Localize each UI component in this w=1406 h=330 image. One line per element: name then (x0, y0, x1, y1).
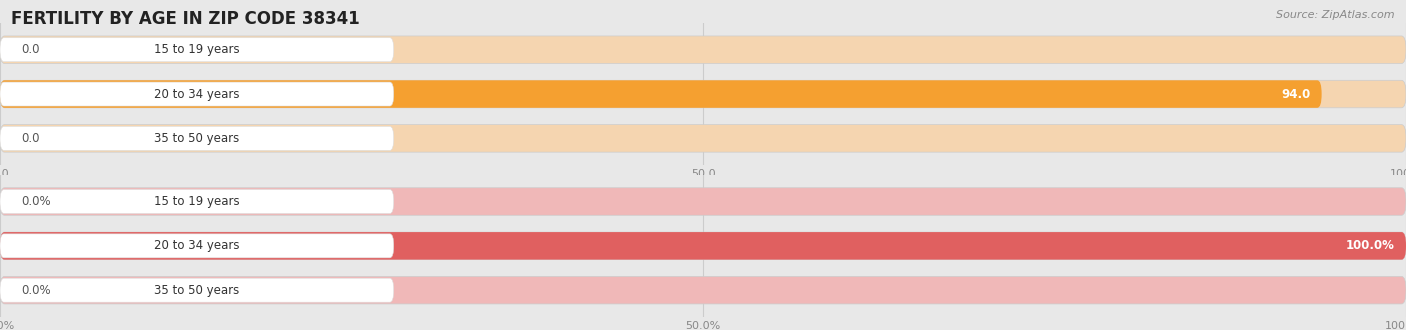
Text: 35 to 50 years: 35 to 50 years (155, 284, 239, 297)
Text: 94.0: 94.0 (1281, 87, 1310, 101)
FancyBboxPatch shape (0, 234, 394, 258)
FancyBboxPatch shape (0, 36, 1406, 63)
Text: 15 to 19 years: 15 to 19 years (155, 195, 239, 208)
FancyBboxPatch shape (0, 278, 394, 302)
Text: 100.0%: 100.0% (1346, 239, 1395, 252)
FancyBboxPatch shape (0, 80, 1406, 108)
Text: 0.0: 0.0 (21, 43, 39, 56)
FancyBboxPatch shape (0, 80, 1322, 108)
FancyBboxPatch shape (0, 277, 1406, 304)
Text: 0.0: 0.0 (21, 132, 39, 145)
FancyBboxPatch shape (0, 188, 1406, 215)
FancyBboxPatch shape (0, 232, 1406, 260)
FancyBboxPatch shape (0, 126, 394, 150)
Text: 20 to 34 years: 20 to 34 years (155, 87, 239, 101)
FancyBboxPatch shape (0, 232, 1406, 260)
Text: 20 to 34 years: 20 to 34 years (155, 239, 239, 252)
Text: 0.0%: 0.0% (21, 195, 51, 208)
FancyBboxPatch shape (0, 125, 1406, 152)
Text: Source: ZipAtlas.com: Source: ZipAtlas.com (1277, 10, 1395, 20)
FancyBboxPatch shape (0, 38, 394, 62)
FancyBboxPatch shape (0, 189, 394, 214)
Text: 15 to 19 years: 15 to 19 years (155, 43, 239, 56)
Text: 35 to 50 years: 35 to 50 years (155, 132, 239, 145)
Text: FERTILITY BY AGE IN ZIP CODE 38341: FERTILITY BY AGE IN ZIP CODE 38341 (11, 10, 360, 28)
FancyBboxPatch shape (0, 82, 394, 106)
Text: 0.0%: 0.0% (21, 284, 51, 297)
